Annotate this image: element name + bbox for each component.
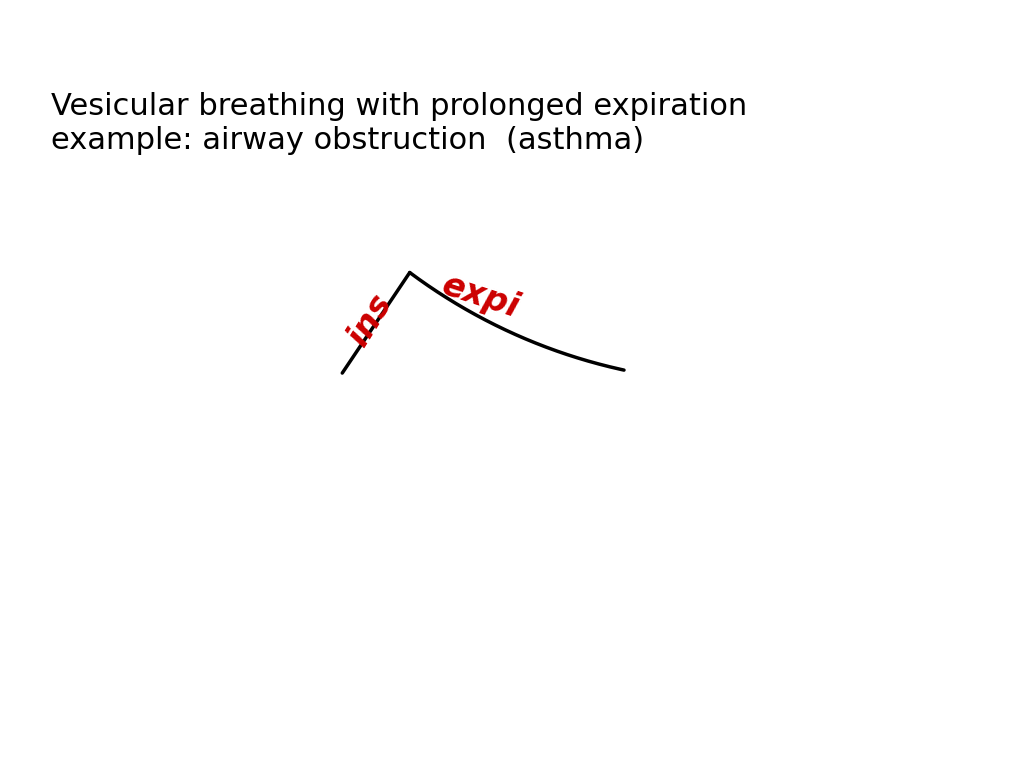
Text: Vesicular breathing with prolonged expiration
example: airway obstruction  (asth: Vesicular breathing with prolonged expir… bbox=[51, 92, 748, 155]
Text: expi: expi bbox=[438, 268, 524, 324]
Text: ins: ins bbox=[341, 288, 398, 352]
